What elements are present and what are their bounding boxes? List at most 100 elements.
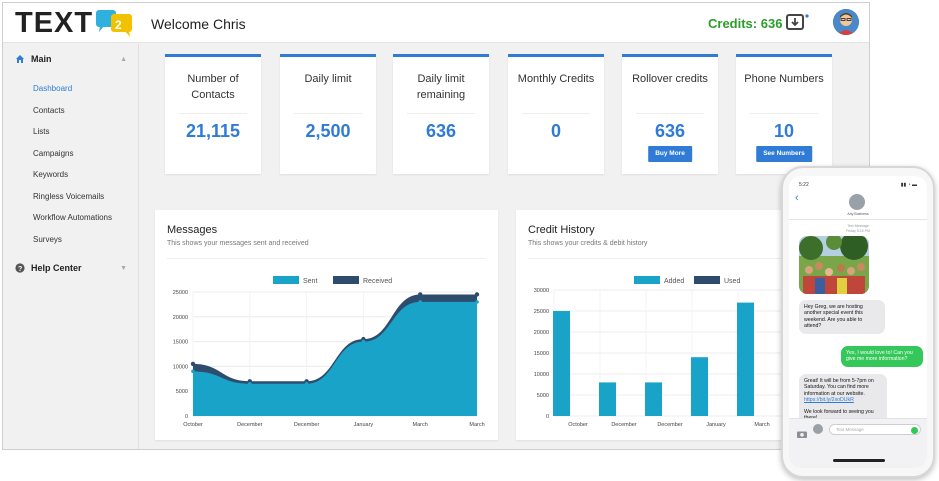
sidebar-item-surveys[interactable]: Surveys [33,235,62,244]
legend-label: Sent [303,278,317,285]
messages-panel: Messages This shows your messages sent a… [155,210,498,440]
contact-name: Any Business [847,212,869,216]
card-rollover-credits: Rollover credits 636 Buy More [622,54,718,174]
see-numbers-button[interactable]: See Numbers [756,146,812,162]
card-contacts: Number of Contacts 21,115 [165,54,261,174]
y-tick-label: 10000 [534,372,549,378]
card-value: 0 [550,121,561,141]
card-title: Monthly Credits [508,71,604,87]
messages-chart: 0 5000 10000 15000 20000 25000 October December… [173,276,485,428]
data-point-sent [248,381,252,386]
x-tick-label: October [568,422,588,428]
bar-added [553,311,570,416]
card-divider [636,113,704,114]
message-input[interactable]: Text Message [829,424,921,435]
sidebar-section-main[interactable]: Main ▲ [3,47,139,71]
logo-mark-text: 2 [115,18,122,32]
y-tick-label: 20000 [173,315,188,321]
credit-history-subtitle: This shows your credits & debit history [528,240,648,247]
card-title-text: Rollover credits [632,73,708,85]
card-daily-limit: Daily limit 2,500 [280,54,376,174]
back-chevron-icon[interactable]: ‹ [795,192,799,204]
card-title-text: Daily limit remaining [416,73,466,101]
y-tick-label: 10000 [173,364,188,370]
home-icon [15,54,25,64]
sidebar-item-lists[interactable]: Lists [33,127,50,136]
x-tick-label: October [183,422,203,428]
x-tick-label: December [657,422,683,428]
user-avatar[interactable] [833,9,859,35]
phone-mockup: 5:22 ▮▮ ◔ ▬ ‹ Any Business Text Message … [781,166,935,478]
card-value: 636 [654,121,686,141]
bar-added [599,382,616,416]
legend-label: Used [724,278,740,285]
x-tick-label: January [354,422,374,428]
contact-avatar-icon[interactable] [849,194,865,210]
phone-screen: 5:22 ▮▮ ◔ ▬ ‹ Any Business Text Message … [789,176,927,468]
y-tick-label: 15000 [173,340,188,346]
y-tick-label: 20000 [534,330,549,336]
data-point-sent [418,300,423,304]
welcome-text: Welcome Chris [151,16,246,32]
sidebar-item-keywords[interactable]: Keywords [33,170,69,179]
card-value: 636 [425,121,457,141]
phone-compose-bar: Text Message [789,418,927,468]
message-bubble-incoming: Great! It will be from 5-7pm on Saturday… [799,374,887,426]
y-tick-label: 0 [546,414,549,420]
logo[interactable]: TEXT 2 [15,6,133,40]
card-title: Rollover credits [622,71,718,87]
app-store-icon[interactable] [813,424,823,434]
card-title-text: Daily limit [304,73,352,85]
message-link[interactable]: https://bit.ly/2xoDUkR [804,397,854,404]
x-tick-label: January [706,422,726,428]
data-point-received [190,361,196,367]
phone-header-divider [789,219,927,220]
x-tick-label: December [611,422,637,428]
legend-swatch [634,276,660,284]
sidebar-section-help[interactable]: ? Help Center ▼ [3,256,139,280]
svg-text:?: ? [18,266,22,273]
logo-text: TEXT [15,6,94,39]
sidebar-item-campaigns[interactable]: Campaigns [33,149,74,158]
messages-subtitle: This shows your messages sent and receiv… [167,240,309,247]
sidebar-item-contacts[interactable]: Contacts [33,106,65,115]
chevron-down-icon: ▼ [120,264,127,272]
panel-divider [167,258,486,259]
y-tick-label: 25000 [173,290,188,296]
card-phone-numbers: Phone Numbers 10 See Numbers [736,54,832,174]
signal-battery-icon: ▮▮ ◔ ▬ [900,182,917,188]
legend-label: Received [363,278,392,285]
download-icon[interactable] [786,13,809,31]
legend-swatch [694,276,720,284]
messages-title: Messages [167,224,218,236]
card-divider [407,113,475,114]
sidebar-item-dashboard[interactable]: Dashboard [33,84,73,93]
bar-added [645,382,662,416]
card-title-text: Number of Contacts [187,73,239,101]
y-tick-label: 15000 [534,351,549,357]
card-daily-limit-remaining: Daily limit remaining 636 [393,54,489,174]
camera-icon[interactable] [797,425,807,438]
card-title: Number of Contacts [165,71,261,103]
event-photo [799,236,869,294]
card-divider [750,113,818,114]
x-tick-label: December [294,422,320,428]
card-value: 21,115 [185,121,241,141]
data-point-sent [304,381,309,386]
data-point-received [418,292,423,297]
thread-time: Friday 5:15 PM [846,229,870,233]
thread-info: Text Message Friday 5:15 PM [789,224,927,234]
credits-balance: Credits: 636 [708,16,783,31]
y-tick-label: 30000 [534,288,549,294]
home-indicator [833,459,885,462]
credit-history-title: Credit History [528,224,595,236]
sidebar-item-workflow-automations[interactable]: Workflow Automations [33,213,112,222]
top-bar: TEXT 2 Welcome Chris Credits: 636 [3,3,869,43]
sidebar-item-ringless-voicemails[interactable]: Ringless Voicemails [33,192,105,201]
send-icon[interactable] [911,427,918,434]
card-divider [522,113,590,114]
legend-label: Added [664,278,684,285]
y-tick-label: 0 [185,414,188,420]
buy-more-button[interactable]: Buy More [648,146,692,162]
message-bubble-incoming: Hey Greg, we are hosting another special… [799,300,885,334]
